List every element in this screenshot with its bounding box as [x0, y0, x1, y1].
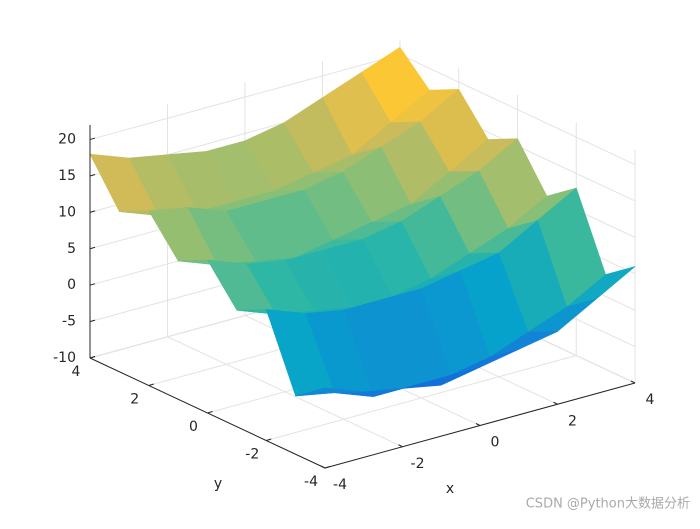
z-tick-label: 5 [67, 241, 76, 257]
z-tick [89, 246, 96, 250]
x-tick [475, 423, 481, 426]
y-tick [207, 411, 213, 414]
z-tick [89, 319, 96, 323]
z-tick [89, 137, 96, 141]
grid-line [89, 54, 401, 141]
grid-line [266, 355, 577, 441]
x-tick [630, 380, 636, 384]
y-tick [266, 438, 272, 441]
grid-line [399, 54, 636, 166]
y-tick-label: -4 [304, 474, 318, 490]
y-tick-label: 0 [189, 419, 198, 435]
z-tick [89, 283, 96, 286]
x-tick-label: 0 [491, 435, 500, 451]
z-tick-label: 20 [58, 132, 76, 148]
z-tick-label: 10 [58, 204, 76, 220]
y-tick [148, 383, 154, 386]
x-tick-label: 2 [568, 413, 577, 429]
x-tick [398, 444, 403, 448]
x-tick-label: -4 [333, 477, 347, 493]
surface-patch [295, 387, 365, 397]
watermark: CSDN @Python大数据分析 [526, 497, 690, 512]
z-tick [89, 210, 96, 213]
x-tick-label: 4 [646, 392, 655, 408]
y-tick-label: -2 [245, 447, 259, 463]
z-tick [89, 173, 96, 177]
z-tick-label: -5 [62, 314, 76, 330]
y-axis-label: y [214, 476, 222, 492]
y-tick-label: 4 [72, 364, 81, 380]
x-tick [553, 401, 558, 405]
y-tick-label: 2 [130, 392, 139, 408]
z-tick [89, 356, 96, 359]
z-tick-label: -10 [53, 350, 76, 366]
y-tick [324, 466, 331, 469]
x-axis-label: x [446, 481, 454, 497]
x-tick-label: -2 [411, 456, 425, 472]
x-tick [320, 465, 326, 469]
z-tick-label: 15 [58, 168, 76, 184]
z-tick-label: 0 [67, 277, 76, 293]
